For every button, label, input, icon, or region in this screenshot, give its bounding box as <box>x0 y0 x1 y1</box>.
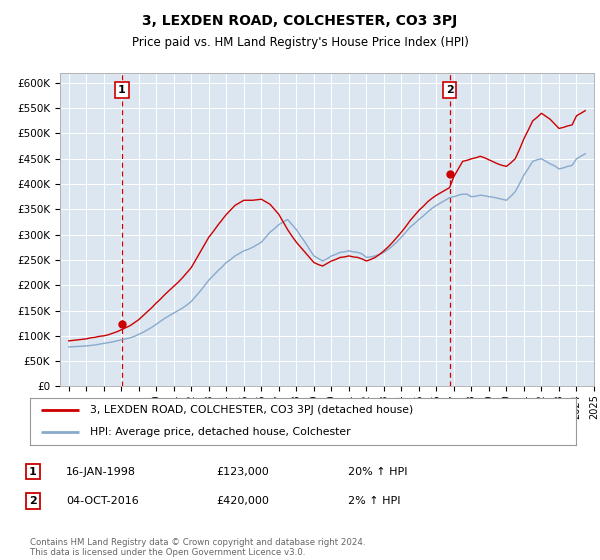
Text: £420,000: £420,000 <box>216 496 269 506</box>
Text: 3, LEXDEN ROAD, COLCHESTER, CO3 3PJ (detached house): 3, LEXDEN ROAD, COLCHESTER, CO3 3PJ (det… <box>90 405 413 416</box>
Text: HPI: Average price, detached house, Colchester: HPI: Average price, detached house, Colc… <box>90 427 350 437</box>
Text: 16-JAN-1998: 16-JAN-1998 <box>66 466 136 477</box>
Text: Contains HM Land Registry data © Crown copyright and database right 2024.
This d: Contains HM Land Registry data © Crown c… <box>30 538 365 557</box>
Text: 2: 2 <box>29 496 37 506</box>
Text: 04-OCT-2016: 04-OCT-2016 <box>66 496 139 506</box>
Text: 1: 1 <box>29 466 37 477</box>
Text: 3, LEXDEN ROAD, COLCHESTER, CO3 3PJ: 3, LEXDEN ROAD, COLCHESTER, CO3 3PJ <box>142 14 458 28</box>
Text: 2: 2 <box>446 85 454 95</box>
Text: 1: 1 <box>118 85 126 95</box>
Text: 20% ↑ HPI: 20% ↑ HPI <box>348 466 407 477</box>
Text: Price paid vs. HM Land Registry's House Price Index (HPI): Price paid vs. HM Land Registry's House … <box>131 36 469 49</box>
Text: £123,000: £123,000 <box>216 466 269 477</box>
Text: 2% ↑ HPI: 2% ↑ HPI <box>348 496 401 506</box>
